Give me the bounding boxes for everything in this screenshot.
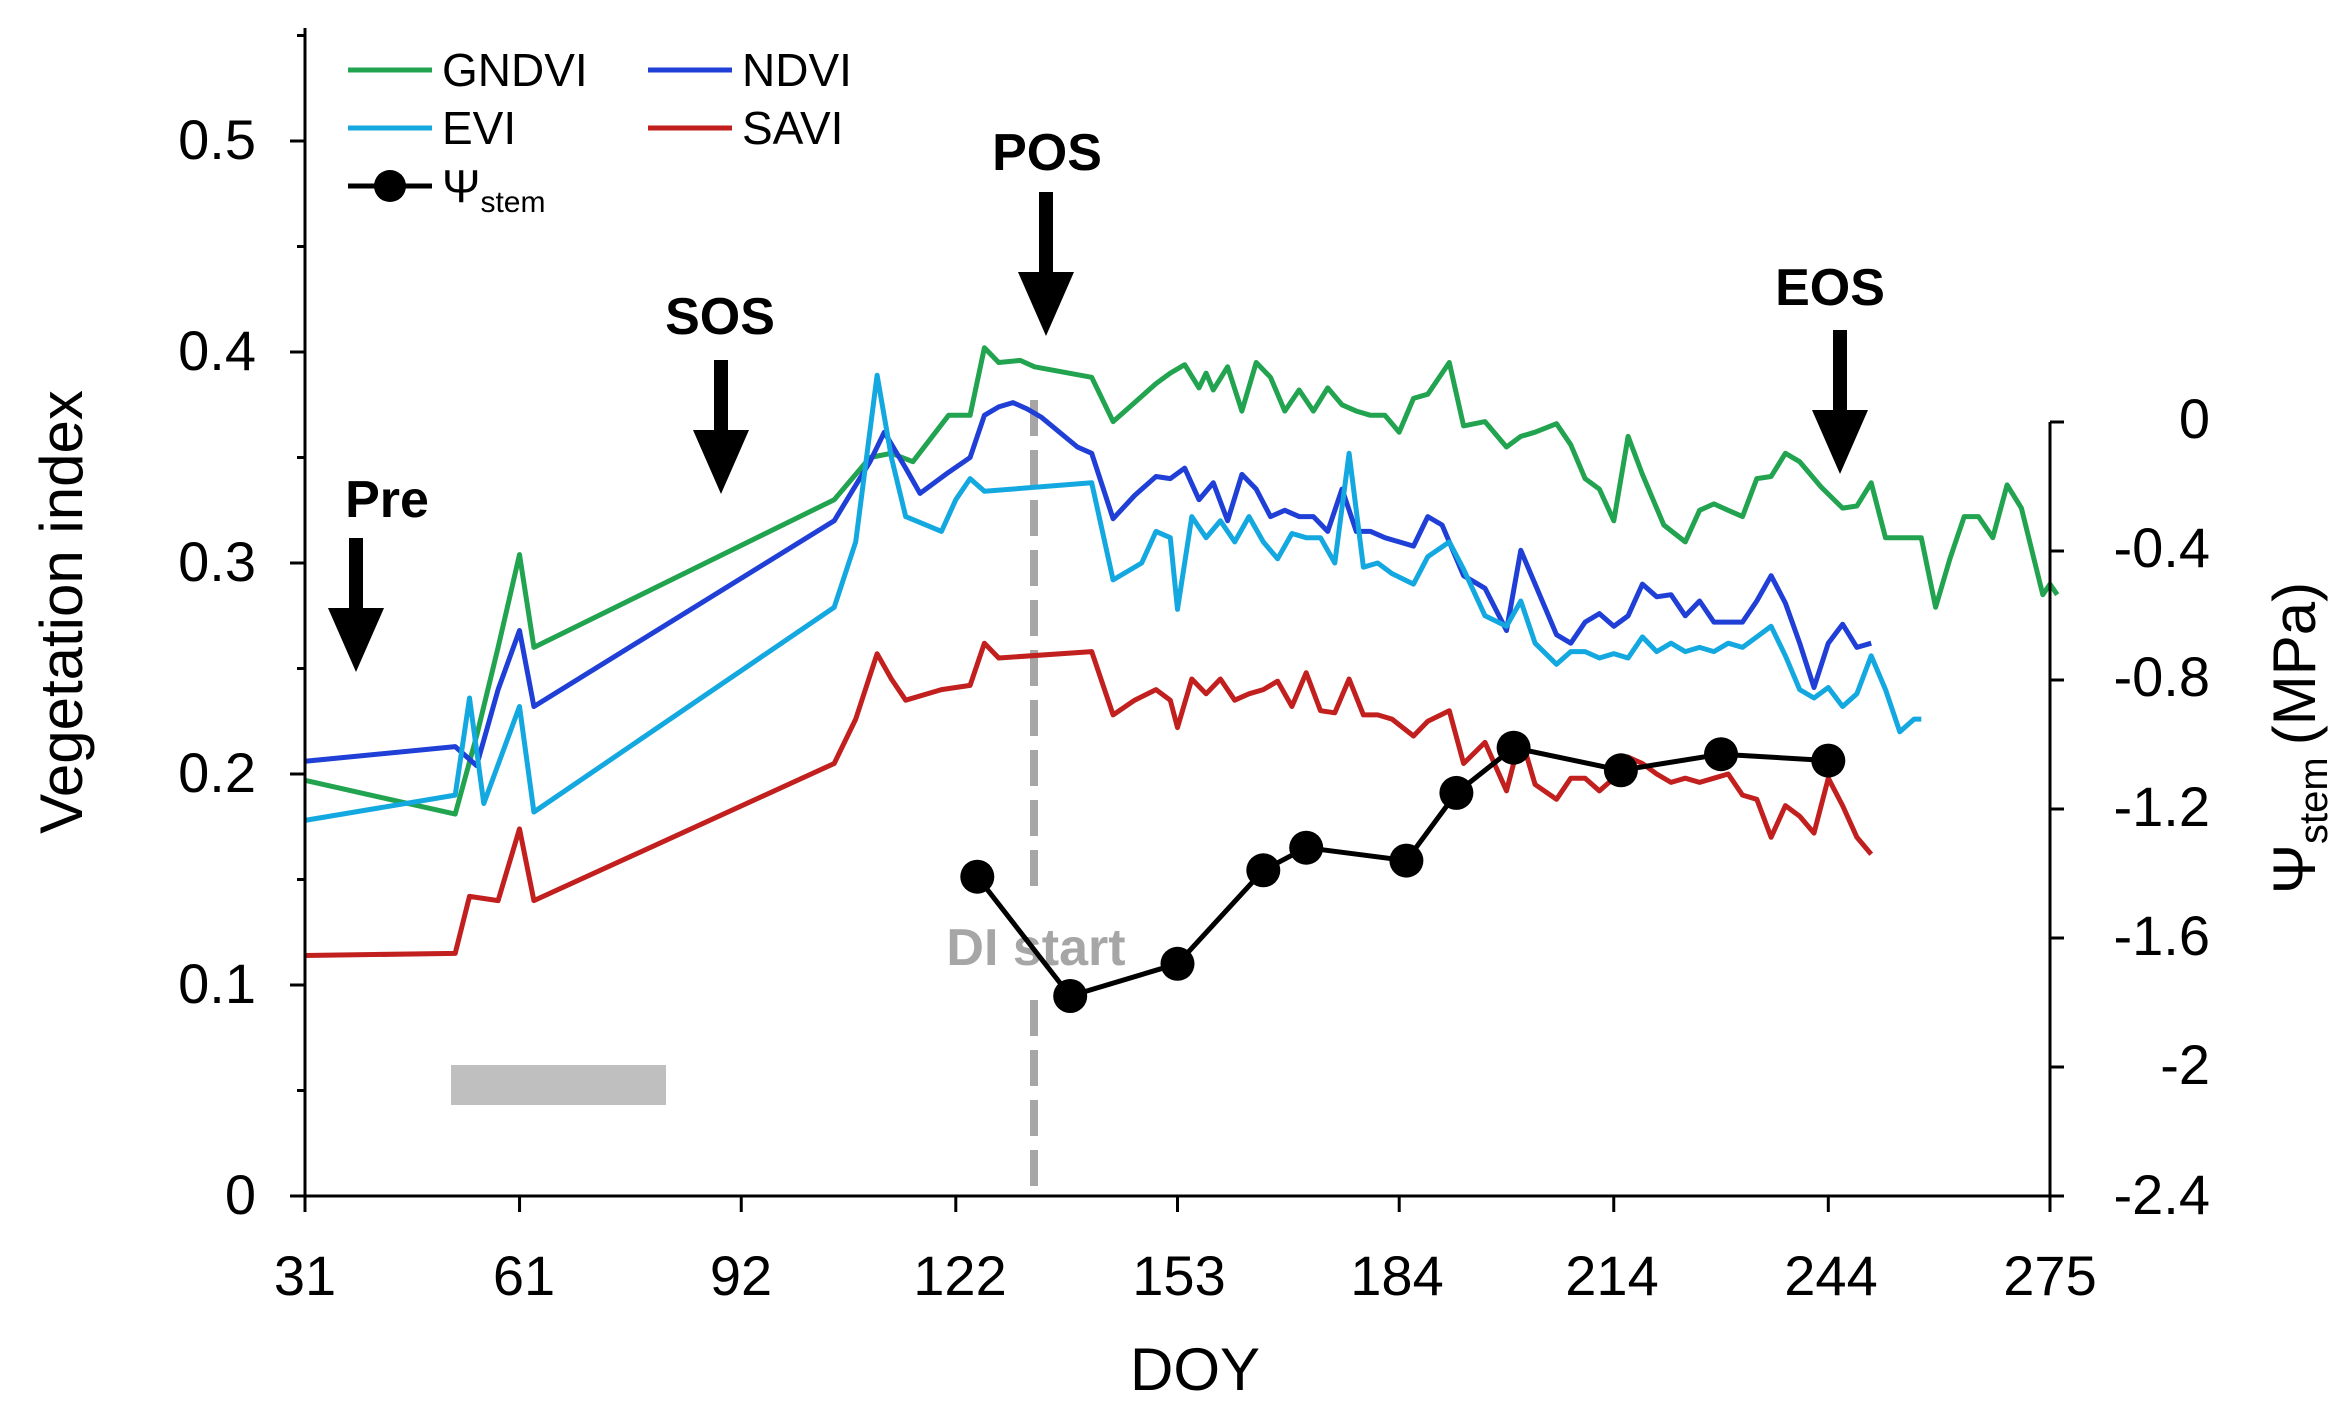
x-ticks	[303, 1196, 2052, 1212]
psi-stem-point	[1246, 853, 1281, 888]
y-axis-title: Vegetation index	[28, 390, 95, 834]
x-tick-label: 153	[1132, 1244, 1225, 1307]
series-group	[304, 345, 2060, 1013]
legend-label-gndvi: GNDVI	[442, 44, 588, 96]
psi-stem-point	[1053, 979, 1088, 1013]
y-tick-label: 0.1	[178, 952, 256, 1015]
x-tick-label: 92	[710, 1244, 772, 1307]
y2-tick-label: 0	[2179, 387, 2210, 450]
series-line-savi	[304, 640, 1874, 958]
y-tick-labels: 0 0.1 0.2 0.3 0.4 0.5	[178, 108, 256, 1226]
y2-tick-label: -0.8	[2114, 645, 2211, 708]
x-tick-label: 275	[2003, 1244, 2096, 1307]
phase-annotations: Pre SOS POS EOS	[328, 124, 1885, 672]
y-tick-label: 0.2	[178, 741, 256, 804]
series-line-evi	[304, 372, 1922, 823]
pre-label: Pre	[345, 471, 429, 529]
legend-marker-psi-stem	[374, 170, 406, 202]
y2-axis-title-unit: (MPa)	[2261, 582, 2328, 745]
psi-stem-markers	[960, 730, 1846, 1013]
y-tick-label: 0	[225, 1163, 256, 1226]
y-tick-label: 0.3	[178, 530, 256, 593]
legend-label-psi-stem: Ψstem	[442, 160, 545, 219]
y2-axis-title-sub: stem	[2292, 757, 2336, 844]
legend-psi-sub: stem	[480, 186, 545, 219]
x-tick-label: 61	[493, 1244, 555, 1307]
psi-stem-point	[960, 859, 995, 894]
legend-label-ndvi: NDVI	[742, 44, 852, 96]
sos-label: SOS	[665, 288, 775, 346]
pos-label: POS	[992, 124, 1102, 182]
y2-tick-labels: -2.4 -2 -1.6 -1.2 -0.8 -0.4 0	[2114, 387, 2211, 1226]
y2-axis-title-symbol: Ψ	[2261, 844, 2328, 894]
psi-stem-point	[1811, 743, 1846, 778]
y-tick-label: 0.5	[178, 108, 256, 171]
eos-label: EOS	[1775, 259, 1885, 317]
axes	[290, 28, 2064, 1212]
y2-tick-label: -2.4	[2114, 1163, 2211, 1226]
y2-tick-label: -1.6	[2114, 904, 2211, 967]
x-axis-title: DOY	[1130, 1336, 1260, 1403]
y2-axis-title: Ψstem (MPa)	[2261, 582, 2336, 894]
psi-stem-point	[1160, 946, 1195, 981]
psi-stem-point	[1603, 753, 1638, 788]
psi-stem-point	[1496, 730, 1531, 765]
psi-stem-point	[1389, 843, 1424, 878]
legend-psi-symbol: Ψ	[442, 160, 480, 212]
psi-stem-point	[1439, 775, 1474, 810]
di-start-label: DI start	[946, 919, 1125, 977]
sos-arrow	[693, 360, 749, 494]
psi-stem-point	[1704, 737, 1738, 772]
grey-bar	[451, 1065, 666, 1105]
legend-label-evi: EVI	[442, 102, 516, 154]
eos-arrow	[1812, 330, 1868, 474]
x-tick-label: 122	[913, 1244, 1006, 1307]
y-ticks	[290, 34, 305, 1198]
x-tick-label: 214	[1565, 1244, 1658, 1307]
psi-stem-point	[1289, 830, 1324, 865]
x-tick-label: 184	[1350, 1244, 1443, 1307]
legend: GNDVI EVI NDVI SAVI Ψstem	[348, 44, 852, 219]
pre-arrow	[328, 538, 384, 672]
legend-label-savi: SAVI	[742, 102, 843, 154]
y2-ticks	[2050, 420, 2064, 1198]
y2-tick-label: -1.2	[2114, 775, 2211, 838]
x-tick-labels: 31 61 92 122 153 184 214 244 275	[274, 1244, 2097, 1307]
y2-tick-label: -2	[2160, 1033, 2210, 1096]
y-tick-label: 0.4	[178, 319, 256, 382]
x-tick-label: 244	[1784, 1244, 1877, 1307]
series-line-gndvi	[304, 345, 2060, 817]
x-tick-label: 31	[274, 1244, 336, 1307]
pos-arrow	[1018, 192, 1074, 336]
y2-tick-label: -0.4	[2114, 516, 2211, 579]
